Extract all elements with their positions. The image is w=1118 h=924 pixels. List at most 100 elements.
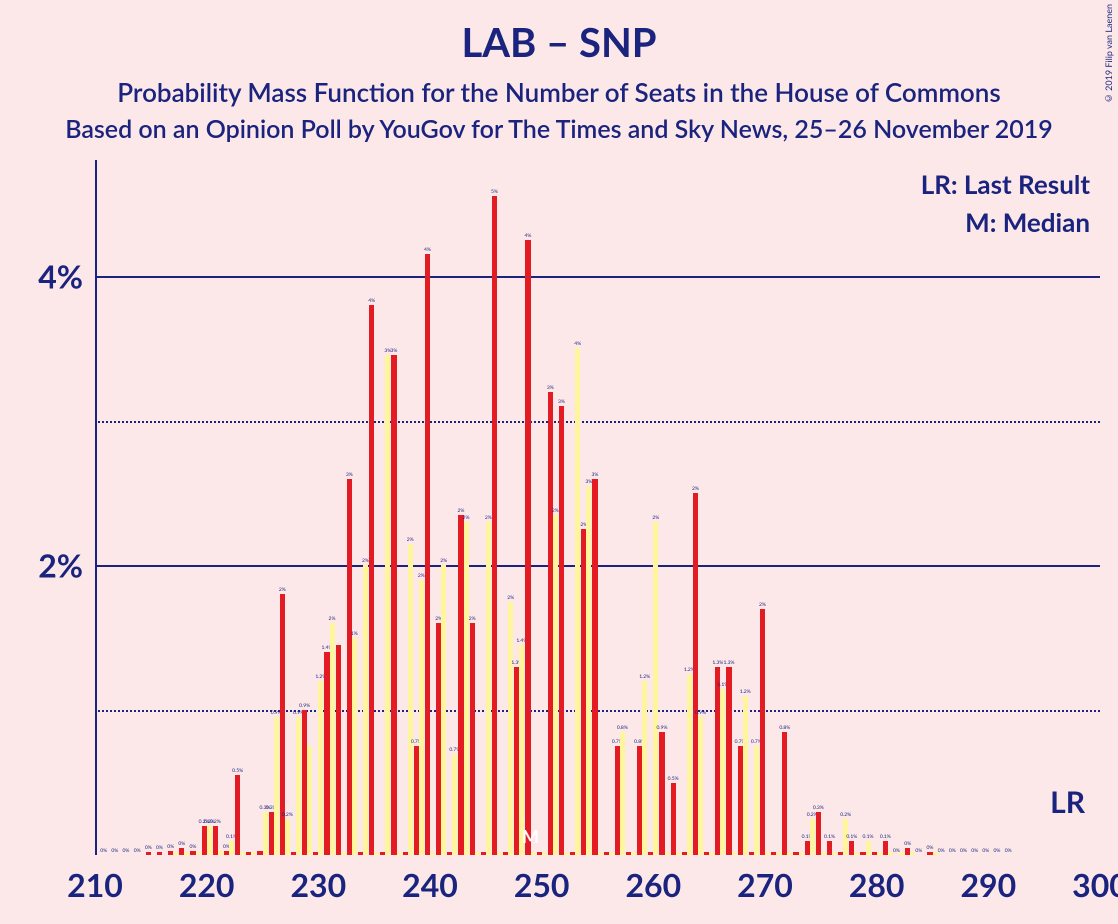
bar-pair: 2% [358, 565, 368, 855]
bar-pair [336, 645, 346, 855]
bar-label: 3% [558, 400, 565, 406]
bar-red: 0.3% [816, 812, 821, 855]
bar-yellow [787, 852, 792, 855]
bar-yellow: 2% [408, 544, 413, 855]
bar-pair: 0.9% [291, 717, 301, 855]
bar-label: 0% [100, 849, 107, 855]
bar-label: 0% [145, 846, 152, 852]
y-tick-label: 2% [38, 546, 95, 585]
bar-pair [537, 852, 547, 855]
bar-yellow: 2% [363, 565, 368, 855]
bar-label: 3% [391, 349, 398, 355]
x-tick-label: 220 [179, 855, 235, 904]
bar-yellow: 0.9% [698, 717, 703, 855]
bar-pair: 0.7%2% [414, 580, 424, 855]
bar-yellow: 0.1% [229, 841, 234, 855]
bar-label: 0.9% [656, 726, 667, 732]
bar-label: 0.2% [840, 813, 851, 819]
bar-pair [771, 852, 781, 855]
x-tick-label: 260 [625, 855, 681, 904]
x-tick-label: 240 [402, 855, 458, 904]
bar-pair: 0% [157, 852, 167, 855]
bar-label: 2% [329, 617, 336, 623]
bar-label: 0.1% [863, 835, 874, 841]
bar-yellow [877, 852, 882, 855]
bar-red: 0% [157, 852, 162, 855]
bar-pair: 1.3%1.4% [514, 645, 524, 855]
bar-label: 0.5% [668, 777, 679, 783]
bar-pair: 0.1% [883, 841, 893, 855]
bar-pair: 2%0.9% [693, 493, 703, 855]
bar-label: 0.9% [299, 704, 310, 710]
bar-yellow [609, 852, 614, 855]
bar-yellow: 0.9% [296, 717, 301, 855]
bar-yellow [776, 852, 781, 855]
bar-label: 0.1% [824, 835, 835, 841]
bar-red: 2% [760, 609, 765, 855]
bar-red: 0.5% [235, 775, 240, 855]
bar-yellow [218, 851, 223, 855]
bar-pair: 0% [146, 852, 156, 855]
bar-yellow: 1.2% [687, 674, 692, 855]
bar-yellow: 2% [330, 623, 335, 855]
bar-label: 0% [938, 849, 945, 855]
bar-pair: 4% [425, 254, 435, 855]
bar-yellow: 0.2% [810, 819, 815, 855]
bar-yellow [765, 852, 770, 855]
x-tick-label: 210 [67, 855, 123, 904]
copyright-text: © 2019 Filip van Laenen [1103, 4, 1114, 104]
bar-label: 4% [525, 234, 532, 240]
bar-pair: 4% [525, 240, 535, 855]
bar-yellow [676, 852, 681, 855]
bar-pair: 3% [559, 406, 569, 855]
bar-label: 0% [190, 845, 197, 851]
bar-label: 0% [915, 849, 922, 855]
bar-yellow [374, 852, 379, 855]
bar-label: 0.8% [779, 726, 790, 732]
bar-yellow: 0.9% [274, 717, 279, 855]
bar-yellow: 2% [553, 515, 558, 855]
bar-pair: 2% [503, 602, 513, 855]
bar-label: 0% [167, 845, 174, 851]
bar-yellow: 1.1% [720, 689, 725, 856]
bar-yellow: 1% [352, 638, 357, 855]
bar-label: 2% [407, 538, 414, 544]
bar-yellow [497, 852, 502, 855]
bar-pair: 0% [190, 851, 200, 855]
bar-red: 0.8% [782, 732, 787, 855]
chart-container: © 2019 Filip van Laenen LAB – SNP Probab… [0, 0, 1118, 924]
bar-pair: 0.7%1.2% [738, 696, 748, 855]
bar-red [336, 645, 341, 855]
bar-label: 1.3% [723, 661, 734, 667]
bar-label: 0% [982, 849, 989, 855]
bar-label: 4% [368, 299, 375, 305]
bar-yellow: 0.2% [207, 826, 212, 855]
bar-label: 0.1% [846, 835, 857, 841]
chart-subtitle-1: Probability Mass Function for the Number… [0, 76, 1118, 108]
grid-minor-line [95, 421, 1100, 423]
bar-label: 0% [994, 849, 1001, 855]
bar-yellow [598, 852, 603, 855]
bar-label: 2% [759, 603, 766, 609]
bar-label: 0% [178, 842, 185, 848]
bar-label: 3% [547, 386, 554, 392]
bar-yellow [173, 852, 178, 855]
bar-red: 0.5% [671, 783, 676, 855]
x-tick-label: 290 [960, 855, 1016, 904]
bar-yellow [564, 852, 569, 855]
bar-label: 2% [463, 516, 470, 522]
bar-yellow: 2% [464, 522, 469, 855]
x-tick-label: 300 [1072, 855, 1118, 904]
bar-yellow: 1.4% [519, 645, 524, 855]
chart-title: LAB – SNP [0, 0, 1118, 66]
bar-label: 0% [123, 849, 130, 855]
bar-red: 4% [525, 240, 530, 855]
bar-pair: 0.2%0.2% [202, 826, 212, 855]
bar-pair: 3%1% [347, 479, 357, 855]
bar-pair [626, 852, 636, 855]
bar-red: 4% [369, 305, 374, 855]
bar-label: 2% [485, 516, 492, 522]
bar-yellow: 1.2% [642, 681, 647, 855]
x-tick-label: 280 [849, 855, 905, 904]
legend-median: M: Median [890, 206, 1090, 238]
